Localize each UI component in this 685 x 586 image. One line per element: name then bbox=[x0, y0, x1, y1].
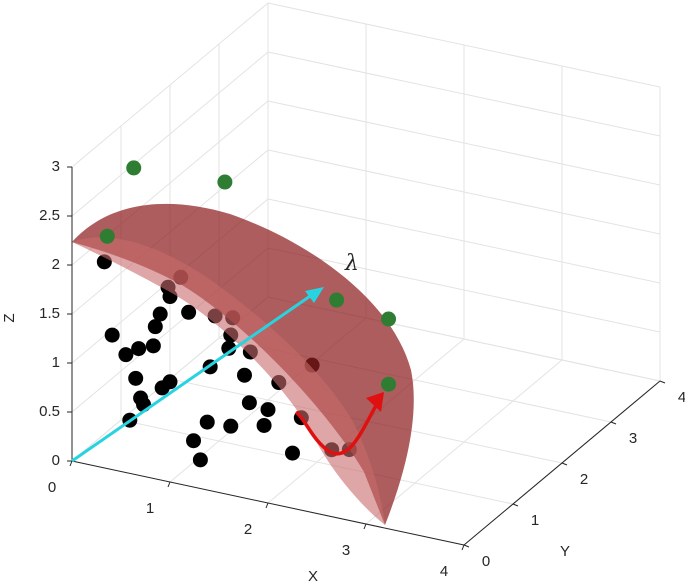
point bbox=[260, 402, 276, 418]
grid-line bbox=[267, 100, 661, 186]
z-tick-label: 1 bbox=[52, 354, 60, 371]
x-tick-label: 2 bbox=[244, 521, 252, 538]
point bbox=[199, 414, 215, 430]
point bbox=[104, 327, 120, 343]
red-arrow bbox=[294, 401, 380, 456]
y-tick bbox=[610, 421, 617, 425]
y-tick bbox=[659, 380, 666, 384]
grid-line bbox=[267, 247, 661, 333]
y-axis-label: Y bbox=[560, 543, 570, 560]
z-tick-label: 1.5 bbox=[39, 305, 60, 322]
point bbox=[145, 338, 161, 354]
y-tick bbox=[512, 503, 519, 507]
point bbox=[152, 306, 168, 322]
y-tick-label: 3 bbox=[629, 430, 637, 447]
point bbox=[147, 319, 163, 335]
grid-line bbox=[120, 419, 514, 505]
point bbox=[217, 174, 233, 190]
annotation: λ bbox=[344, 251, 359, 276]
point bbox=[126, 160, 142, 176]
y-tick bbox=[463, 544, 470, 548]
lambda-arrow bbox=[71, 290, 317, 463]
point bbox=[192, 452, 208, 468]
x-tick bbox=[363, 523, 367, 530]
grid-line bbox=[267, 2, 661, 88]
point bbox=[118, 347, 134, 363]
point bbox=[99, 228, 115, 244]
point bbox=[131, 341, 147, 357]
y-axis bbox=[463, 380, 661, 546]
z-tick-label: 0.5 bbox=[39, 403, 60, 420]
point bbox=[221, 340, 237, 356]
x-tick bbox=[167, 481, 171, 488]
x-tick-label: 0 bbox=[48, 479, 56, 496]
z-axis-label: Z bbox=[1, 313, 18, 322]
red-arrow-head bbox=[366, 392, 384, 412]
grid-line bbox=[267, 198, 661, 284]
grid-line bbox=[267, 149, 661, 235]
x-tick-label: 3 bbox=[342, 542, 350, 559]
point bbox=[329, 292, 345, 308]
y-tick-label: 0 bbox=[482, 553, 490, 570]
z-tick-label: 2 bbox=[52, 256, 60, 273]
black-points bbox=[96, 254, 357, 468]
y-tick bbox=[561, 462, 568, 466]
y-tick-label: 2 bbox=[580, 471, 588, 488]
x-tick bbox=[265, 502, 269, 509]
x-axis-label: X bbox=[308, 568, 318, 585]
z-tick-label: 0 bbox=[52, 452, 60, 469]
x-tick bbox=[461, 544, 465, 551]
x-tick bbox=[69, 460, 73, 467]
grid-line bbox=[71, 2, 269, 168]
point bbox=[223, 418, 239, 434]
z-tick-label: 2.5 bbox=[39, 207, 60, 224]
surface-front bbox=[72, 237, 385, 525]
point bbox=[186, 433, 202, 449]
green-points bbox=[99, 160, 397, 392]
z-tick-label: 3 bbox=[52, 158, 60, 175]
y-tick-label: 4 bbox=[678, 389, 685, 406]
point bbox=[381, 376, 397, 392]
point bbox=[154, 380, 170, 396]
x-axis bbox=[71, 460, 465, 546]
x-tick-label: 4 bbox=[440, 563, 448, 580]
grid-line bbox=[71, 51, 269, 217]
lambda-arrow-head bbox=[305, 287, 324, 303]
point bbox=[236, 367, 252, 383]
point bbox=[128, 370, 144, 386]
point bbox=[285, 445, 300, 461]
axes bbox=[67, 166, 666, 551]
point bbox=[381, 311, 397, 327]
x-tick-label: 1 bbox=[146, 500, 154, 517]
surface-back bbox=[72, 203, 414, 525]
point bbox=[241, 395, 257, 411]
grid-line bbox=[267, 51, 661, 137]
point bbox=[256, 417, 272, 433]
point bbox=[181, 304, 197, 320]
y-tick-label: 1 bbox=[531, 512, 539, 529]
